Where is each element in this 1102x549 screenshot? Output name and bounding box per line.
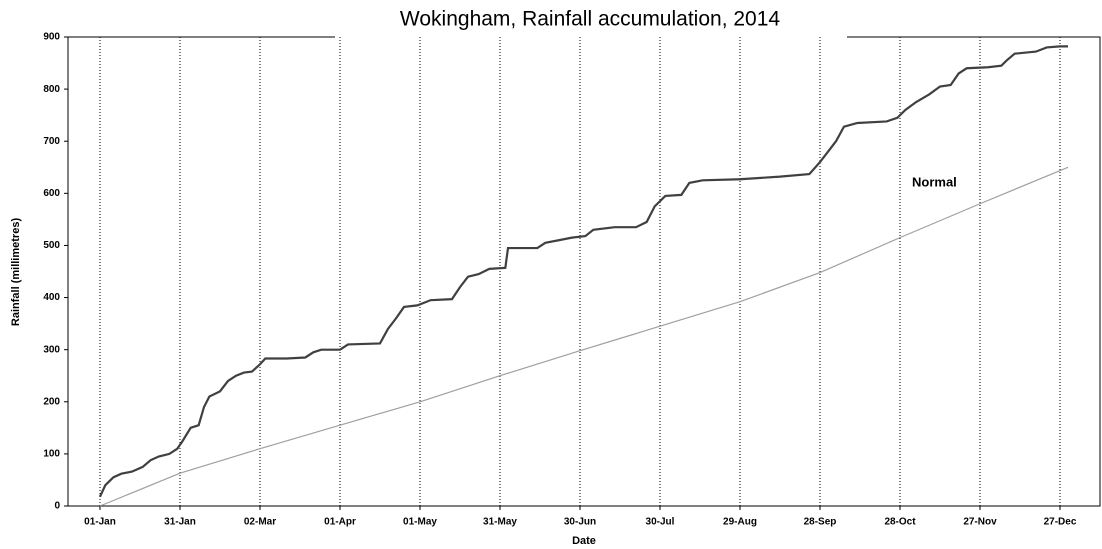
x-tick-label: 27-Nov bbox=[963, 517, 997, 528]
x-tick-label: 30-Jun bbox=[564, 517, 596, 528]
x-tick-label: 01-May bbox=[403, 517, 437, 528]
y-tick-label: 800 bbox=[43, 84, 60, 95]
annotation: Normal bbox=[912, 174, 957, 189]
x-tick-label: 29-Aug bbox=[723, 517, 757, 528]
y-tick-label: 900 bbox=[43, 32, 60, 43]
y-tick-label: 200 bbox=[43, 396, 60, 407]
x-tick-label: 27-Dec bbox=[1044, 517, 1077, 528]
x-tick-label: 02-Mar bbox=[244, 517, 276, 528]
series-line bbox=[99, 166, 1069, 507]
y-tick-label: 0 bbox=[54, 501, 60, 512]
plot-frame bbox=[67, 36, 1101, 507]
x-tick-label: 31-Jan bbox=[164, 517, 196, 528]
chart-title: Wokingham, Rainfall accumulation, 2014 bbox=[400, 8, 780, 31]
y-axis-title: Rainfall (millimetres) bbox=[10, 218, 22, 327]
y-tick-label: 700 bbox=[43, 136, 60, 147]
x-axis-title: Date bbox=[572, 535, 596, 547]
x-tick-label: 30-Jul bbox=[646, 517, 675, 528]
y-tick-label: 300 bbox=[43, 344, 60, 355]
x-tick-label: 01-Jan bbox=[84, 517, 116, 528]
x-tick-label: 28-Sep bbox=[804, 517, 837, 528]
x-tick-label: 31-May bbox=[483, 517, 517, 528]
x-tick-label: 01-Apr bbox=[324, 517, 356, 528]
series-line bbox=[99, 45, 1068, 498]
x-tick-label: 28-Oct bbox=[884, 517, 916, 528]
y-tick-label: 100 bbox=[43, 449, 60, 460]
y-tick-label: 500 bbox=[43, 240, 60, 251]
y-tick-label: 400 bbox=[43, 292, 60, 303]
y-tick-label: 600 bbox=[43, 188, 60, 199]
